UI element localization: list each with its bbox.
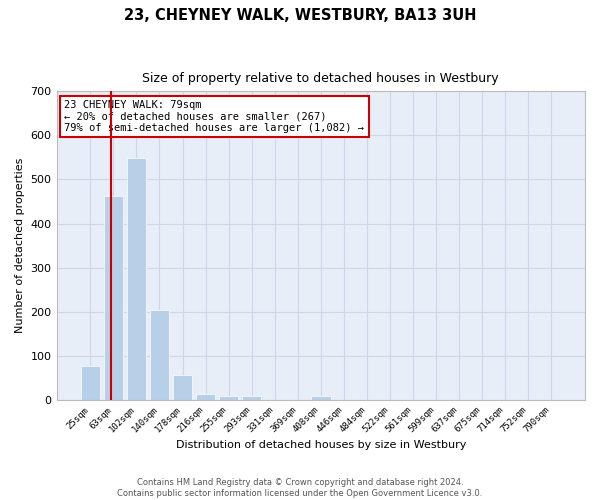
Title: Size of property relative to detached houses in Westbury: Size of property relative to detached ho… — [142, 72, 499, 86]
Bar — [80, 366, 100, 400]
Bar — [196, 394, 215, 400]
Bar — [127, 158, 146, 400]
Bar — [242, 396, 262, 400]
X-axis label: Distribution of detached houses by size in Westbury: Distribution of detached houses by size … — [176, 440, 466, 450]
Text: 23, CHEYNEY WALK, WESTBURY, BA13 3UH: 23, CHEYNEY WALK, WESTBURY, BA13 3UH — [124, 8, 476, 22]
Text: Contains HM Land Registry data © Crown copyright and database right 2024.
Contai: Contains HM Land Registry data © Crown c… — [118, 478, 482, 498]
Bar — [219, 396, 238, 400]
Bar — [104, 196, 123, 400]
Y-axis label: Number of detached properties: Number of detached properties — [15, 158, 25, 334]
Text: 23 CHEYNEY WALK: 79sqm
← 20% of detached houses are smaller (267)
79% of semi-de: 23 CHEYNEY WALK: 79sqm ← 20% of detached… — [64, 100, 364, 134]
Bar — [149, 310, 169, 400]
Bar — [173, 375, 193, 400]
Bar — [311, 396, 331, 400]
